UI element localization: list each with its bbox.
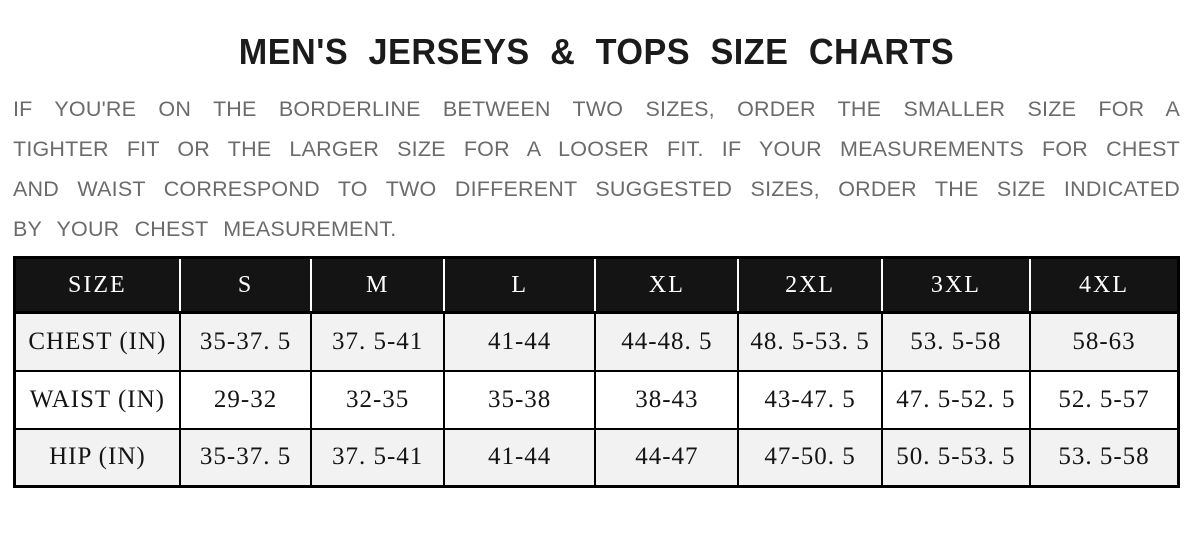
chest-cell-2xl: 48. 5-53. 5	[737, 311, 883, 372]
hip-cell-2xl: 47-50. 5	[737, 427, 883, 488]
waist-cell-2xl: 43-47. 5	[737, 369, 883, 430]
hip-cell-4xl: 53. 5-58	[1029, 427, 1180, 488]
table-row-hip: HIP (IN) 35-37. 5 37. 5-41 41-44 44-47 4…	[13, 427, 1180, 488]
row-label-waist: WAIST (IN)	[13, 369, 181, 430]
hip-cell-l: 41-44	[442, 427, 597, 488]
table-row-chest: CHEST (IN) 35-37. 5 37. 5-41 41-44 44-48…	[13, 311, 1180, 372]
column-header-l: L	[442, 256, 597, 314]
waist-cell-4xl: 52. 5-57	[1029, 369, 1180, 430]
waist-cell-s: 29-32	[178, 369, 313, 430]
column-header-size: SIZE	[13, 256, 181, 314]
hip-cell-xl: 44-47	[594, 427, 740, 488]
column-header-2xl: 2XL	[737, 256, 883, 314]
page-title: MEN'S JERSEYS & TOPS SIZE CHARTS	[238, 31, 955, 72]
intro-line-1: IF YOU'RE ON THE BORDERLINE BETWEEN TWO …	[13, 97, 1180, 121]
column-header-m: M	[310, 256, 445, 314]
chest-cell-xl: 44-48. 5	[594, 311, 740, 372]
hip-cell-s: 35-37. 5	[178, 427, 313, 488]
intro-paragraph: IF YOU'RE ON THE BORDERLINE BETWEEN TWO …	[13, 89, 1180, 249]
hip-cell-m: 37. 5-41	[310, 427, 445, 488]
hip-cell-3xl: 50. 5-53. 5	[880, 427, 1032, 488]
intro-line-3: AND WAIST CORRESPOND TO TWO DIFFERENT SU…	[13, 177, 1180, 201]
chest-cell-s: 35-37. 5	[178, 311, 313, 372]
column-header-xl: XL	[594, 256, 740, 314]
size-chart-page: MEN'S JERSEYS & TOPS SIZE CHARTS IF YOU'…	[0, 31, 1191, 488]
row-label-chest: CHEST (IN)	[13, 311, 181, 372]
table-header-row: SIZE S M L XL 2XL 3XL 4XL	[13, 256, 1180, 314]
intro-line-4: BY YOUR CHEST MEASUREMENT.	[13, 217, 397, 241]
size-chart-table: SIZE S M L XL 2XL 3XL 4XL CHEST (IN) 35-…	[13, 256, 1180, 488]
column-header-3xl: 3XL	[880, 256, 1032, 314]
chest-cell-4xl: 58-63	[1029, 311, 1180, 372]
column-header-s: S	[178, 256, 313, 314]
waist-cell-l: 35-38	[442, 369, 597, 430]
row-label-hip: HIP (IN)	[13, 427, 181, 488]
waist-cell-3xl: 47. 5-52. 5	[880, 369, 1032, 430]
chest-cell-l: 41-44	[442, 311, 597, 372]
waist-cell-m: 32-35	[310, 369, 445, 430]
table-row-waist: WAIST (IN) 29-32 32-35 35-38 38-43 43-47…	[13, 369, 1180, 430]
intro-line-2: TIGHTER FIT OR THE LARGER SIZE FOR A LOO…	[13, 137, 1180, 161]
chest-cell-m: 37. 5-41	[310, 311, 445, 372]
column-header-4xl: 4XL	[1029, 256, 1180, 314]
waist-cell-xl: 38-43	[594, 369, 740, 430]
chest-cell-3xl: 53. 5-58	[880, 311, 1032, 372]
